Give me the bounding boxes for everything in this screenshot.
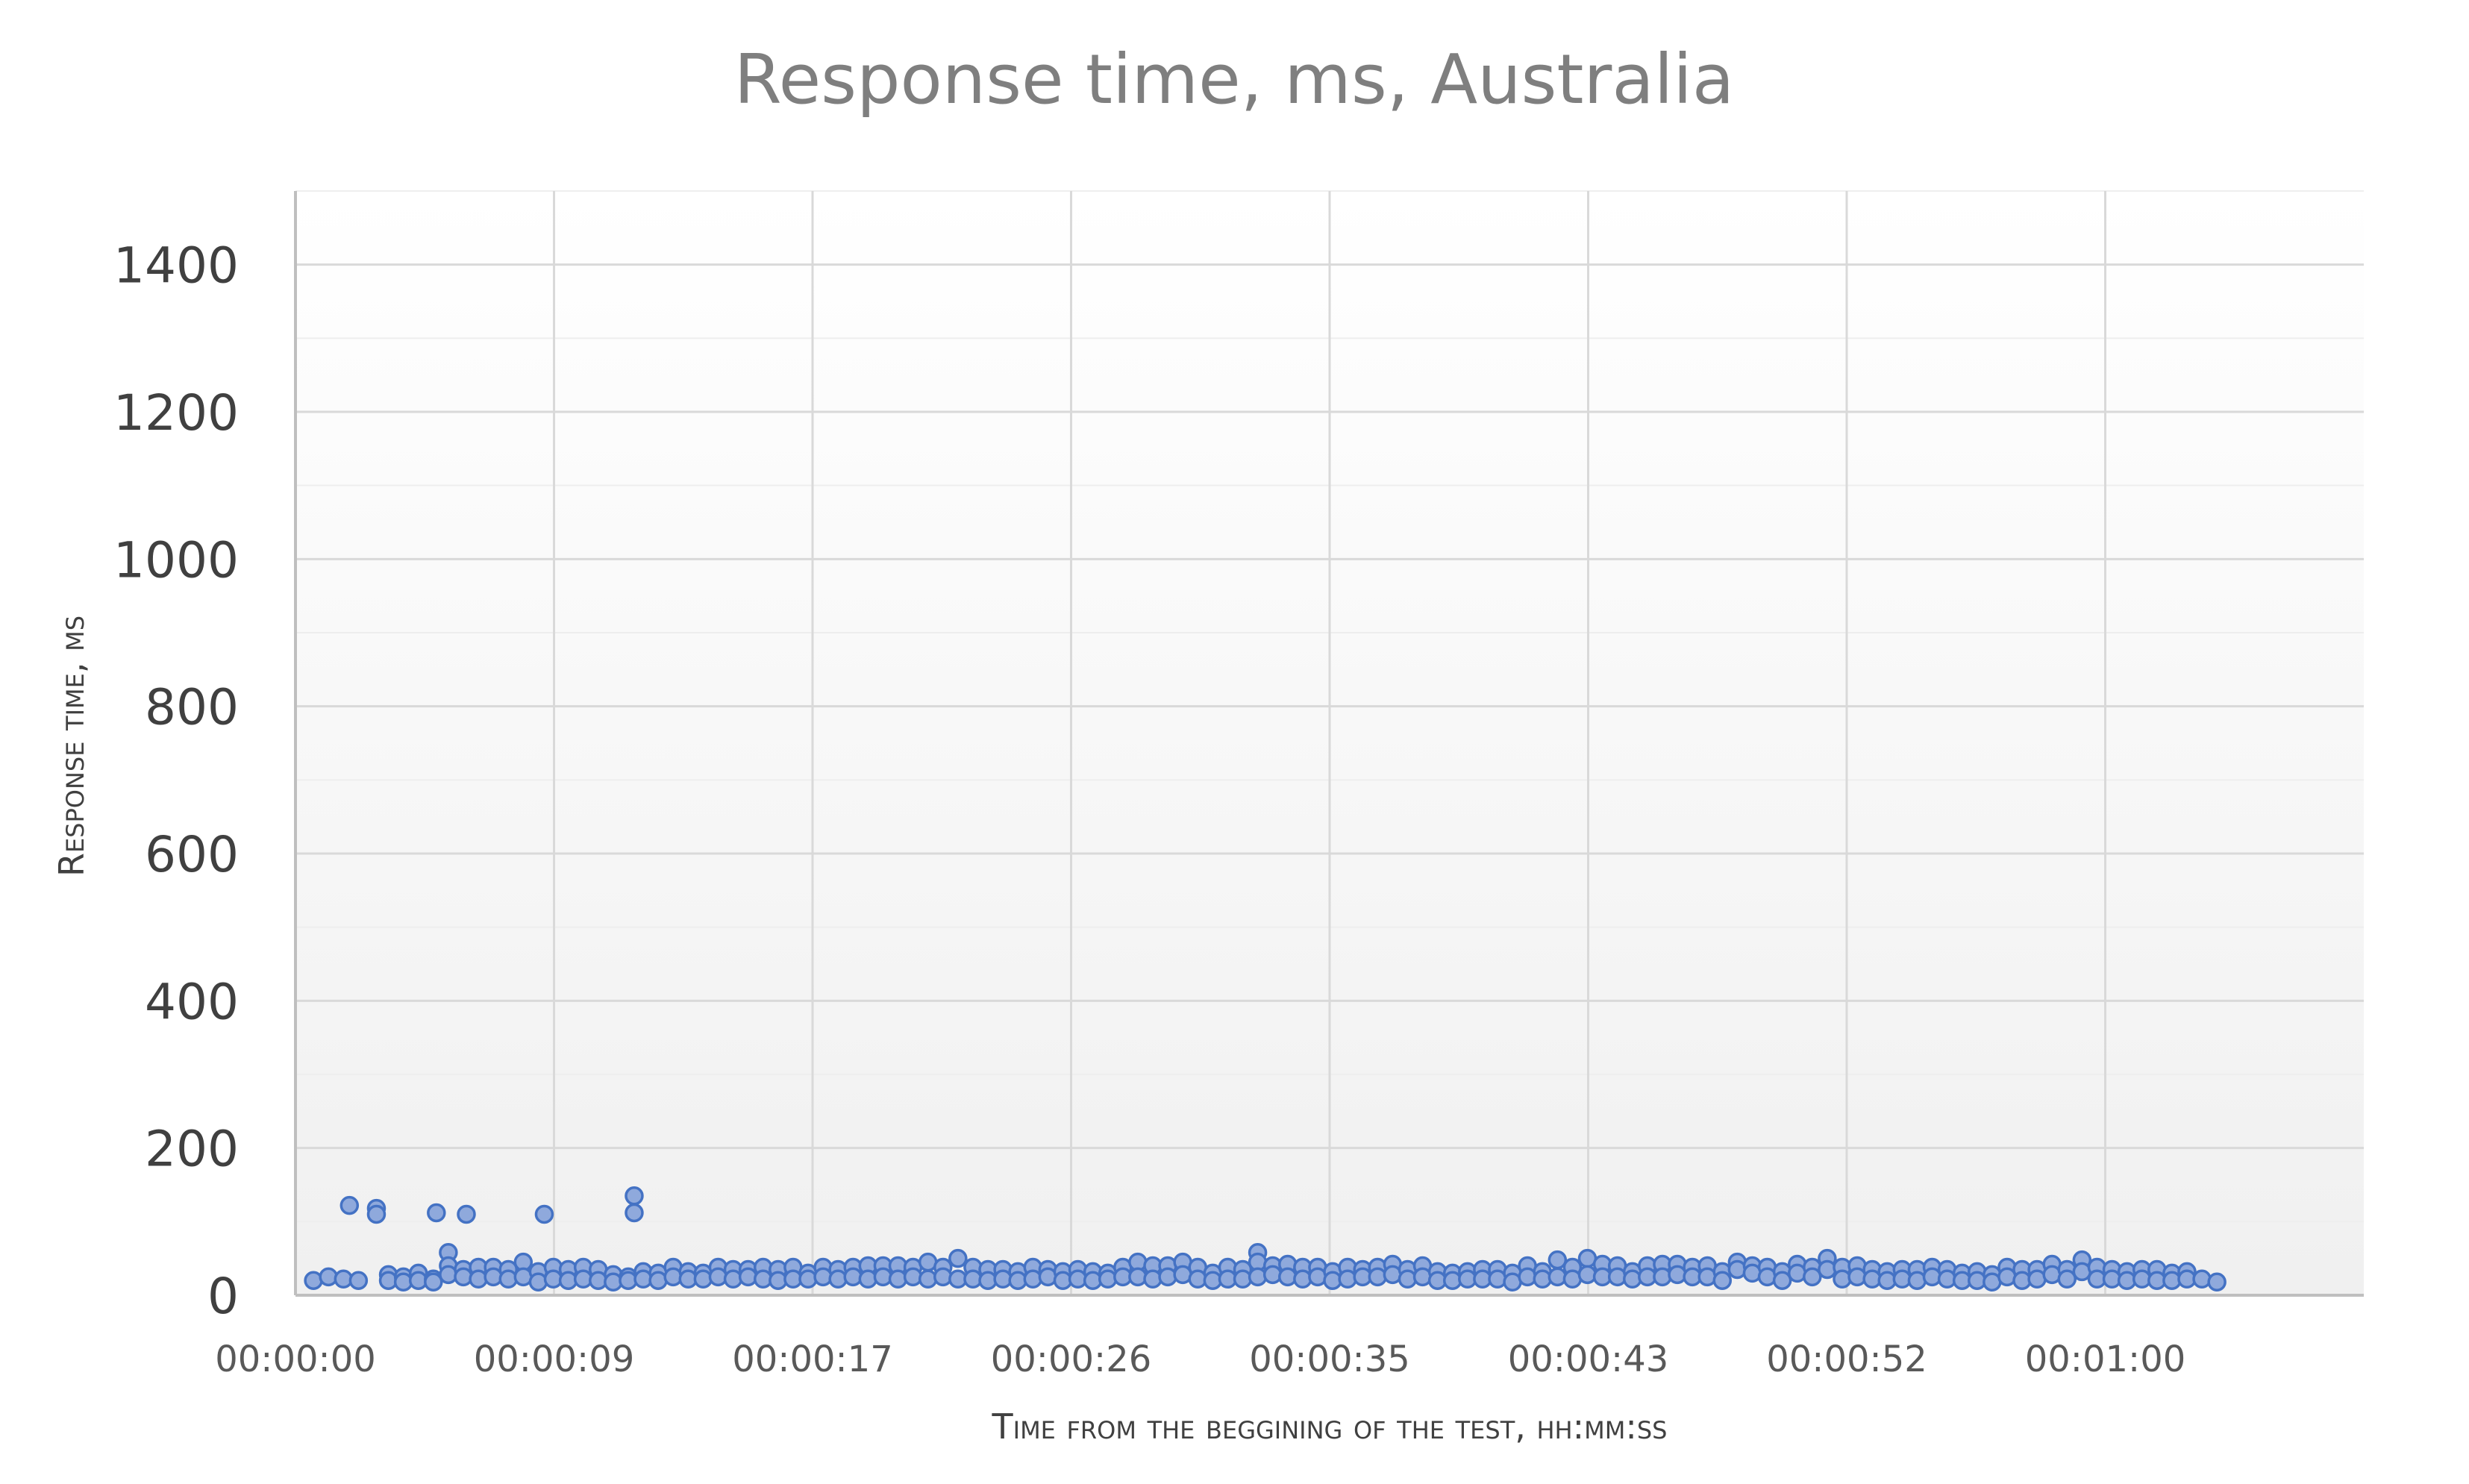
y-tick-label: 200 bbox=[145, 1121, 239, 1178]
x-tick-label: 00:00:00 bbox=[215, 1339, 376, 1380]
data-point bbox=[427, 1203, 446, 1223]
data-point bbox=[2057, 1269, 2077, 1289]
data-points bbox=[304, 1186, 2227, 1292]
data-point bbox=[1712, 1271, 1733, 1291]
y-axis-label: Response time, ms bbox=[51, 616, 92, 877]
x-tick-labels: 00:00:00 00:00:09 00:00:17 00:00:26 00:00:35… bbox=[215, 1339, 2185, 1380]
y-tick-label: 0 bbox=[207, 1268, 239, 1325]
grid bbox=[295, 190, 2364, 1295]
data-point bbox=[528, 1272, 548, 1292]
data-point bbox=[2192, 1269, 2212, 1289]
chart-title: Response time, ms, Australia bbox=[734, 40, 1734, 119]
x-tick-label: 00:00:52 bbox=[1766, 1339, 1927, 1380]
y-tick-label: 400 bbox=[145, 973, 239, 1030]
data-point bbox=[534, 1204, 554, 1224]
y-tick-label: 600 bbox=[145, 826, 239, 883]
data-point bbox=[424, 1272, 443, 1292]
x-tick-label: 00:00:09 bbox=[474, 1339, 635, 1380]
x-tick-label: 00:00:26 bbox=[991, 1339, 1152, 1380]
x-tick-label: 00:00:17 bbox=[732, 1339, 893, 1380]
data-point bbox=[457, 1204, 476, 1224]
y-tick-label: 1200 bbox=[113, 384, 239, 442]
data-point bbox=[339, 1195, 360, 1215]
data-point bbox=[366, 1204, 387, 1224]
y-tick-label: 800 bbox=[145, 679, 239, 736]
x-axis-label: Time from the beggining of the test, hh:… bbox=[992, 1406, 1668, 1447]
x-tick-label: 00:01:00 bbox=[2025, 1339, 2186, 1380]
x-tick-label: 00:00:43 bbox=[1508, 1339, 1669, 1380]
data-point bbox=[1803, 1267, 1822, 1287]
x-tick-label: 00:00:35 bbox=[1249, 1339, 1410, 1380]
data-point bbox=[2207, 1272, 2227, 1292]
y-tick-label: 1000 bbox=[113, 531, 239, 589]
data-point bbox=[625, 1203, 644, 1223]
y-tick-labels: 0 200 400 600 800 1000 1200 1400 bbox=[113, 237, 239, 1325]
data-point bbox=[1772, 1271, 1792, 1291]
data-point bbox=[948, 1248, 968, 1268]
data-point bbox=[625, 1186, 644, 1206]
data-point bbox=[348, 1271, 369, 1291]
y-tick-label: 1400 bbox=[113, 237, 239, 295]
